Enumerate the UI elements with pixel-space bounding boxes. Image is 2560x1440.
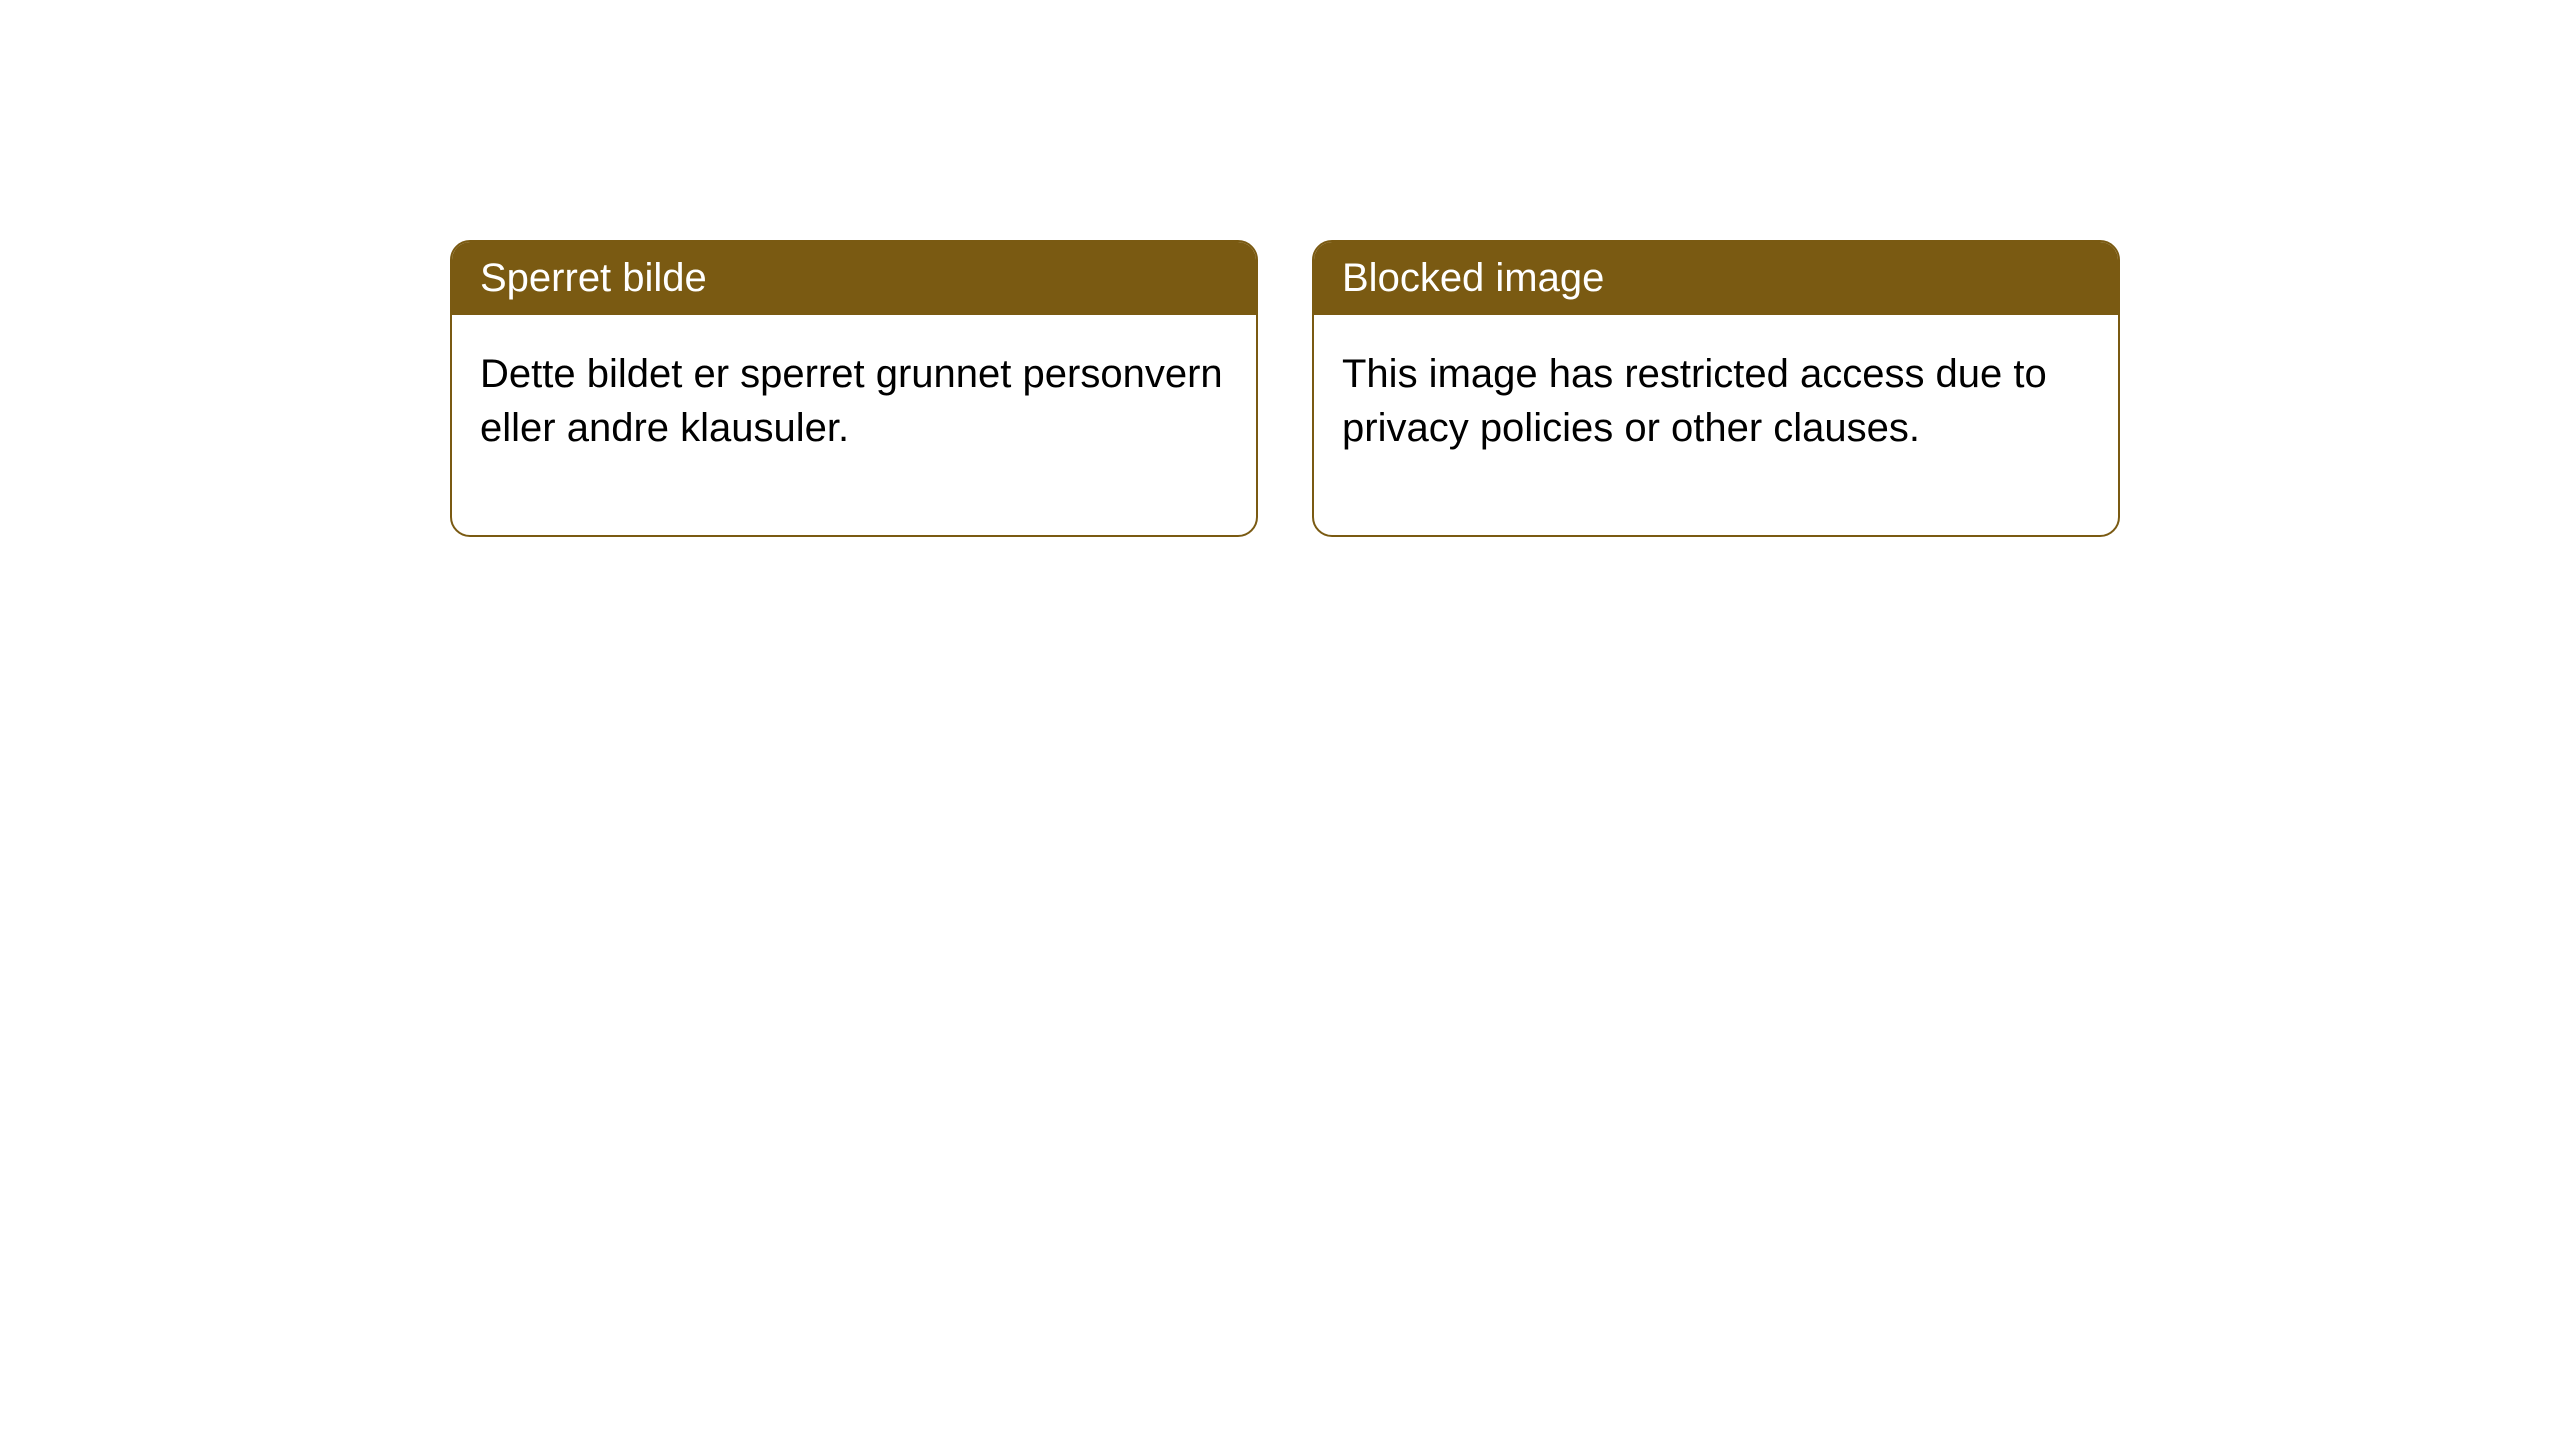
notice-card-english: Blocked image This image has restricted … <box>1312 240 2120 537</box>
card-header: Sperret bilde <box>452 242 1256 315</box>
card-body-text: Dette bildet er sperret grunnet personve… <box>480 352 1223 450</box>
card-body: Dette bildet er sperret grunnet personve… <box>452 315 1256 535</box>
card-header-text: Sperret bilde <box>480 256 707 300</box>
card-body-text: This image has restricted access due to … <box>1342 352 2047 450</box>
card-body: This image has restricted access due to … <box>1314 315 2118 535</box>
notice-container: Sperret bilde Dette bildet er sperret gr… <box>0 0 2560 537</box>
card-header: Blocked image <box>1314 242 2118 315</box>
card-header-text: Blocked image <box>1342 256 1604 300</box>
notice-card-norwegian: Sperret bilde Dette bildet er sperret gr… <box>450 240 1258 537</box>
